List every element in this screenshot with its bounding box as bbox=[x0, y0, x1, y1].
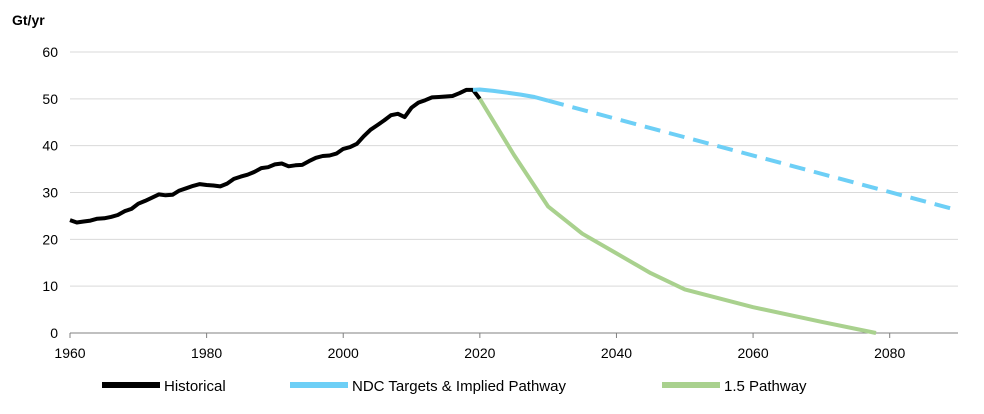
y-tick-label: 10 bbox=[42, 278, 58, 294]
x-tick-label: 1960 bbox=[54, 345, 85, 361]
legend-label: Historical bbox=[164, 378, 226, 395]
x-tick-label: 2020 bbox=[464, 345, 495, 361]
legend-label: NDC Targets & Implied Pathway bbox=[352, 378, 566, 395]
y-tick-label: 50 bbox=[42, 91, 58, 107]
y-tick-label: 30 bbox=[42, 185, 58, 201]
x-tick-label: 2000 bbox=[328, 345, 359, 361]
x-tick-label: 2040 bbox=[601, 345, 632, 361]
series-line-0 bbox=[69, 87, 482, 225]
x-tick-label: 1980 bbox=[191, 345, 222, 361]
legend-label: 1.5 Pathway bbox=[724, 378, 807, 395]
series-line-3 bbox=[478, 97, 877, 335]
y-tick-label: 0 bbox=[50, 325, 58, 341]
legend: Historical NDC Targets & Implied Pathway 1… bbox=[102, 378, 807, 395]
y-tick-label: 40 bbox=[42, 138, 58, 154]
gridlines bbox=[70, 51, 958, 287]
y-tick-label: 60 bbox=[42, 44, 58, 60]
y-tick-label: 20 bbox=[42, 231, 58, 247]
y-tick-labels: 0 10 20 30 40 50 60 bbox=[42, 44, 58, 341]
x-tick-label: 2080 bbox=[874, 345, 905, 361]
y-axis-label: Gt/yr bbox=[12, 12, 45, 28]
x-tick-labels: 1960 1980 2000 2020 2040 2060 2080 bbox=[54, 333, 905, 361]
series-line-2 bbox=[547, 98, 959, 213]
series-line-1 bbox=[472, 87, 549, 103]
series-group bbox=[69, 87, 959, 335]
x-tick-label: 2060 bbox=[737, 345, 768, 361]
